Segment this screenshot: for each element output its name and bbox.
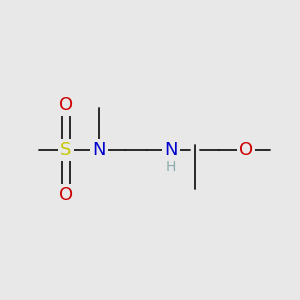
Text: O: O <box>59 96 73 114</box>
Text: O: O <box>59 186 73 204</box>
Text: N: N <box>164 141 178 159</box>
Text: N: N <box>92 141 106 159</box>
Text: S: S <box>60 141 72 159</box>
Text: O: O <box>239 141 253 159</box>
Text: H: H <box>166 160 176 174</box>
